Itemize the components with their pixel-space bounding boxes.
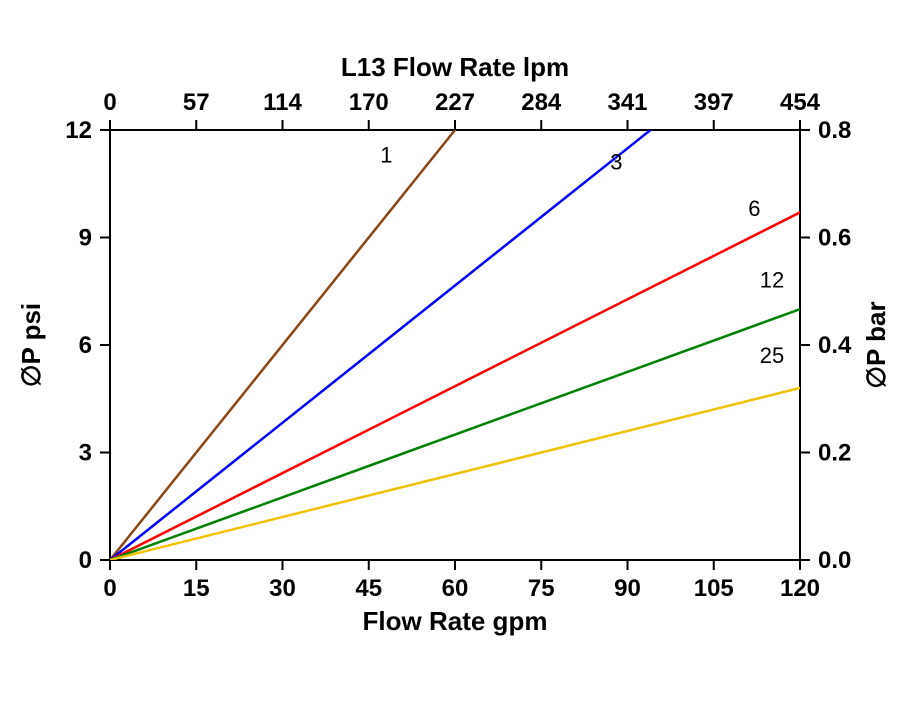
y-right-title: ∅P bar <box>861 301 891 388</box>
x-top-tick-label: 0 <box>103 89 116 116</box>
y-left-tick-label: 12 <box>65 117 92 144</box>
x-bottom-tick-label: 105 <box>694 575 734 602</box>
x-top-tick-label: 114 <box>263 89 302 116</box>
y-left-tick-label: 3 <box>79 440 92 467</box>
x-top-tick-label: 227 <box>435 89 475 116</box>
x-top-tick-label: 397 <box>694 89 734 116</box>
x-bottom-tick-label: 60 <box>442 575 469 602</box>
x-bottom-title: Flow Rate gpm <box>363 606 548 636</box>
y-right-tick-label: 0.4 <box>818 332 852 359</box>
y-left-tick-label: 0 <box>79 547 92 574</box>
pressure-drop-chart: 0153045607590105120Flow Rate gpm05711417… <box>0 0 918 710</box>
y-right-tick-label: 0.8 <box>818 117 851 144</box>
series-label-1: 1 <box>380 142 392 167</box>
series-label-12: 12 <box>760 268 784 293</box>
x-bottom-tick-label: 45 <box>355 575 382 602</box>
x-bottom-tick-label: 90 <box>614 575 641 602</box>
x-top-title: L13 Flow Rate lpm <box>341 52 569 82</box>
x-top-tick-label: 284 <box>521 89 562 116</box>
series-label-3: 3 <box>610 149 622 174</box>
chart-svg: 0153045607590105120Flow Rate gpm05711417… <box>0 0 918 710</box>
series-label-6: 6 <box>748 196 760 221</box>
y-left-tick-label: 6 <box>79 332 92 359</box>
series-label-25: 25 <box>760 343 784 368</box>
y-left-tick-label: 9 <box>79 225 92 252</box>
x-bottom-tick-label: 120 <box>780 575 820 602</box>
x-top-tick-label: 341 <box>607 89 647 116</box>
x-bottom-tick-label: 75 <box>528 575 555 602</box>
x-bottom-tick-label: 0 <box>103 575 116 602</box>
x-top-tick-label: 57 <box>183 89 210 116</box>
y-right-tick-label: 0.0 <box>818 547 851 574</box>
x-bottom-tick-label: 30 <box>269 575 296 602</box>
y-left-title: ∅P psi <box>16 303 46 387</box>
x-bottom-tick-label: 15 <box>183 575 210 602</box>
y-right-tick-label: 0.2 <box>818 440 851 467</box>
y-right-tick-label: 0.6 <box>818 225 851 252</box>
x-top-tick-label: 170 <box>349 89 389 116</box>
x-top-tick-label: 454 <box>780 89 821 116</box>
